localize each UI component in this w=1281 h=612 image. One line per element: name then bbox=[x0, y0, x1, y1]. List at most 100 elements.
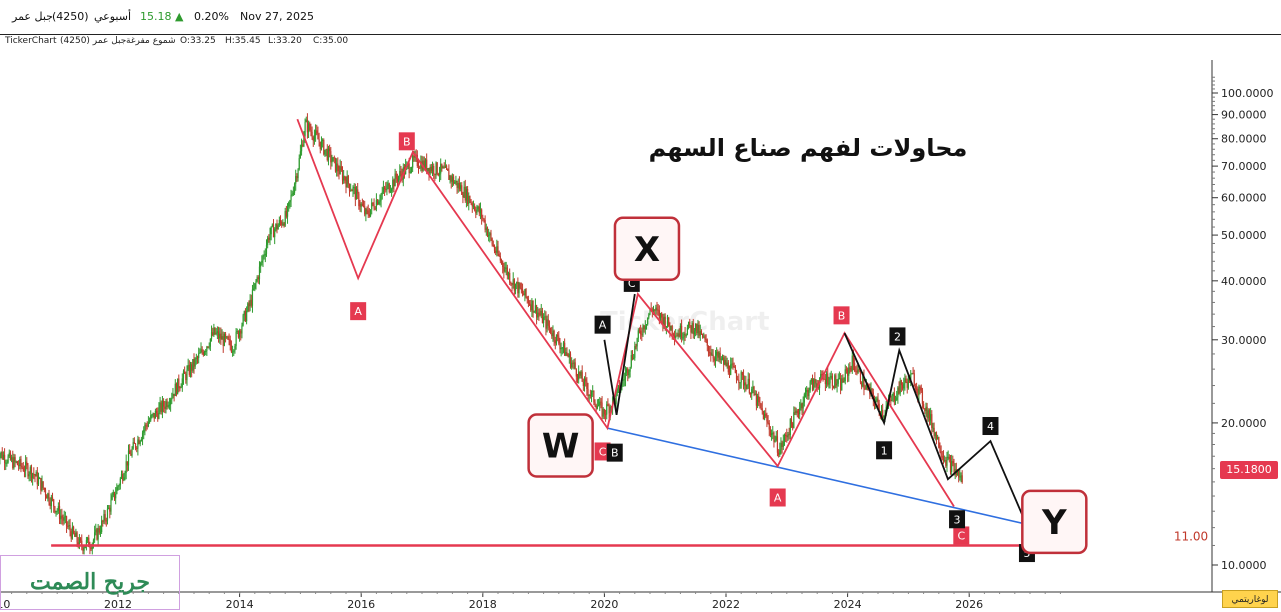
candle-body bbox=[208, 346, 210, 348]
pattern-label-box bbox=[613, 216, 681, 282]
candle-body bbox=[507, 273, 510, 276]
candle-body bbox=[647, 317, 649, 325]
candle-body bbox=[7, 456, 9, 463]
candle-body bbox=[684, 333, 686, 335]
candle-body bbox=[239, 330, 241, 338]
candle-body bbox=[79, 538, 82, 541]
candle-body bbox=[465, 189, 468, 201]
candle-body bbox=[539, 313, 541, 316]
candle-body bbox=[804, 392, 807, 395]
y-tick-label: 10.0000 bbox=[1221, 559, 1267, 572]
candle-body bbox=[915, 388, 918, 390]
candle-body bbox=[496, 246, 498, 253]
candle-body bbox=[475, 210, 477, 214]
candle-body bbox=[576, 376, 579, 380]
candle-body bbox=[606, 404, 608, 415]
candle-body bbox=[450, 175, 452, 182]
period-selector[interactable]: أسبوعي bbox=[94, 10, 132, 23]
candle-body bbox=[23, 470, 26, 472]
candle-body bbox=[753, 386, 755, 395]
candle-body bbox=[930, 414, 932, 421]
candle-body bbox=[286, 206, 289, 217]
candle-body bbox=[489, 233, 491, 236]
pattern-label-box bbox=[1021, 489, 1088, 555]
candle-body bbox=[477, 206, 479, 210]
candle-body bbox=[933, 427, 935, 437]
candle-body bbox=[834, 375, 836, 388]
candle-body bbox=[644, 326, 646, 330]
candle-body bbox=[200, 349, 202, 353]
candle-body bbox=[58, 506, 61, 520]
candle-body bbox=[221, 336, 223, 340]
candle-body bbox=[766, 416, 768, 422]
candle-body bbox=[161, 400, 164, 412]
candle-body bbox=[67, 525, 69, 527]
candle-body bbox=[187, 365, 189, 370]
candle-body bbox=[138, 439, 140, 444]
candle-body bbox=[365, 209, 367, 215]
candle-body bbox=[209, 338, 211, 347]
candle-body bbox=[817, 386, 819, 389]
candle-body bbox=[558, 336, 560, 344]
candle-body bbox=[467, 189, 469, 204]
candle-body bbox=[56, 510, 58, 512]
candle-body bbox=[636, 338, 638, 347]
y-tick-label: 60.0000 bbox=[1221, 192, 1267, 205]
candle-body bbox=[220, 333, 222, 340]
candle-body bbox=[664, 316, 666, 329]
candle-body bbox=[92, 540, 95, 545]
log-scale-button[interactable]: لوغاريتمي bbox=[1222, 590, 1278, 608]
candle-body bbox=[827, 373, 829, 385]
candle-body bbox=[564, 342, 566, 356]
candle-body bbox=[122, 473, 124, 481]
candle-body bbox=[583, 378, 586, 387]
candle-body bbox=[11, 457, 13, 460]
candle-body bbox=[331, 161, 333, 163]
candle-body bbox=[186, 369, 188, 381]
candle-body bbox=[744, 382, 746, 386]
candle-body bbox=[136, 447, 138, 449]
candle-body bbox=[739, 382, 741, 384]
candle-body bbox=[857, 369, 859, 373]
candle-body bbox=[438, 173, 441, 175]
candle-body bbox=[408, 163, 410, 173]
candle-body bbox=[571, 362, 573, 368]
candle-body bbox=[831, 375, 833, 387]
candle-body bbox=[166, 401, 168, 407]
candle-body bbox=[541, 310, 544, 323]
candle-body bbox=[552, 330, 554, 337]
x-tick-label: 2026 bbox=[955, 598, 983, 611]
candle-body bbox=[223, 333, 225, 346]
candle-body bbox=[517, 281, 519, 294]
candle-body bbox=[703, 336, 705, 338]
candle-body bbox=[21, 466, 23, 468]
candle-body bbox=[485, 227, 487, 230]
candle-body bbox=[920, 387, 922, 391]
candle-body bbox=[759, 402, 761, 404]
candle-body bbox=[431, 165, 434, 172]
candle-body bbox=[189, 364, 192, 375]
candle-body bbox=[109, 507, 111, 512]
candle-body bbox=[865, 385, 867, 390]
candle-body bbox=[78, 538, 81, 547]
candle-body bbox=[357, 189, 359, 194]
candle-body bbox=[191, 364, 193, 371]
candle-body bbox=[246, 310, 248, 322]
candle-body bbox=[22, 467, 24, 471]
candle-body bbox=[61, 515, 63, 519]
candle-body bbox=[531, 300, 533, 311]
candle-body bbox=[880, 409, 883, 416]
candle-body bbox=[263, 255, 265, 257]
pattern-label: X bbox=[634, 230, 660, 270]
candle-body bbox=[813, 378, 815, 390]
red-wave-label: A bbox=[774, 491, 782, 504]
candle-body bbox=[585, 378, 587, 382]
y-tick-label: 50.0000 bbox=[1221, 229, 1267, 242]
candle-body bbox=[939, 447, 941, 452]
candle-body bbox=[692, 323, 694, 335]
candle-body bbox=[762, 410, 765, 420]
candle-body bbox=[588, 394, 590, 396]
candle-body bbox=[199, 352, 201, 354]
candle-body bbox=[877, 398, 879, 404]
